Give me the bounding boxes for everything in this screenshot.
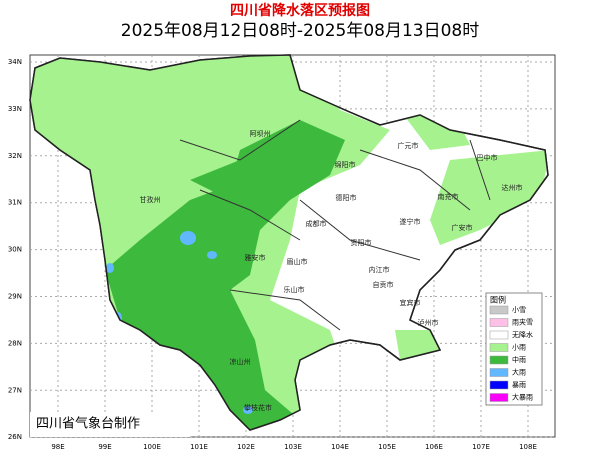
legend-swatch (489, 380, 509, 390)
place-label: 德阳市 (336, 193, 357, 202)
place-label: 泸州市 (418, 318, 439, 327)
place-label: 绵阳市 (335, 160, 356, 169)
lon-label: 108E (519, 443, 537, 451)
place-label: 内江市 (369, 265, 390, 274)
lon-label: 105E (378, 443, 396, 451)
lon-label: 107E (472, 443, 490, 451)
province-border (29, 54, 549, 431)
legend-swatch (489, 393, 509, 402)
subtitle: 2025年08月12日08时-2025年08月13日08时 (121, 21, 479, 41)
city-borders (179, 119, 491, 331)
legend-swatch (489, 355, 509, 365)
lon-label: 102E (237, 443, 255, 451)
place-label: 广安市 (452, 223, 473, 232)
place-label: 资阳市 (351, 238, 372, 247)
labels: 34N 33N 32N 31N 30N 29N 28N 27N 26N 98E 99E 100E 101… (8, 58, 537, 451)
place-label: 南充市 (438, 192, 459, 201)
lon-label: 106E (425, 443, 443, 451)
legend-label: 暴雨 (512, 381, 526, 389)
lat-label: 34N (8, 58, 22, 66)
lon-label: 101E (190, 443, 208, 451)
lat-label: 28N (8, 339, 22, 347)
legend-swatch (489, 318, 509, 327)
place-label: 宜宾市 (400, 298, 421, 307)
credit-box (30, 412, 190, 437)
place-label: 广元市 (398, 141, 419, 150)
legend-label: 雨夹雪 (512, 318, 533, 327)
place-label: 凉山州 (230, 357, 251, 366)
title: 四川省降水落区预报图 (230, 2, 370, 19)
lat-label: 26N (8, 433, 22, 441)
place-label: 自贡市 (373, 280, 394, 289)
legend-label: 大雨 (512, 368, 526, 377)
lat-label: 29N (8, 293, 22, 301)
place-label: 雅安市 (245, 253, 266, 262)
legend-label: 无降水 (512, 330, 533, 339)
place-label: 甘孜州 (140, 195, 161, 204)
place-label: 达州市 (502, 183, 523, 192)
legend-swatch (489, 305, 509, 315)
place-label: 攀枝花市 (244, 403, 272, 412)
lon-label: 103E (284, 443, 302, 451)
credit: 四川省气象台制作 (36, 416, 140, 432)
place-label: 遂宁市 (400, 217, 421, 226)
place-label: 阿坝州 (250, 129, 271, 138)
place-label: 乐山市 (284, 285, 305, 294)
place-label: 巴中市 (477, 153, 498, 162)
lon-label: 104E (331, 443, 349, 451)
legend-label: 中雨 (512, 355, 526, 364)
lat-label: 27N (8, 386, 22, 394)
lat-label: 30N (8, 246, 22, 254)
lon-label: 98E (51, 443, 64, 451)
lon-label: 100E (143, 443, 161, 451)
legend-title: 图例 (490, 295, 506, 305)
legend-label: 大暴雨 (512, 393, 533, 402)
legend-label: 小雨 (512, 343, 526, 352)
place-label: 眉山市 (287, 257, 308, 266)
lat-label: 33N (8, 105, 22, 113)
legend-swatch (489, 368, 509, 377)
lon-label: 99E (98, 443, 111, 451)
legend-swatch (489, 343, 509, 352)
place-label: 成都市 (306, 219, 327, 228)
lat-label: 31N (8, 199, 22, 207)
legend-swatch (489, 330, 509, 340)
lat-label: 32N (8, 152, 22, 160)
legend-label: 小雪 (512, 305, 526, 314)
